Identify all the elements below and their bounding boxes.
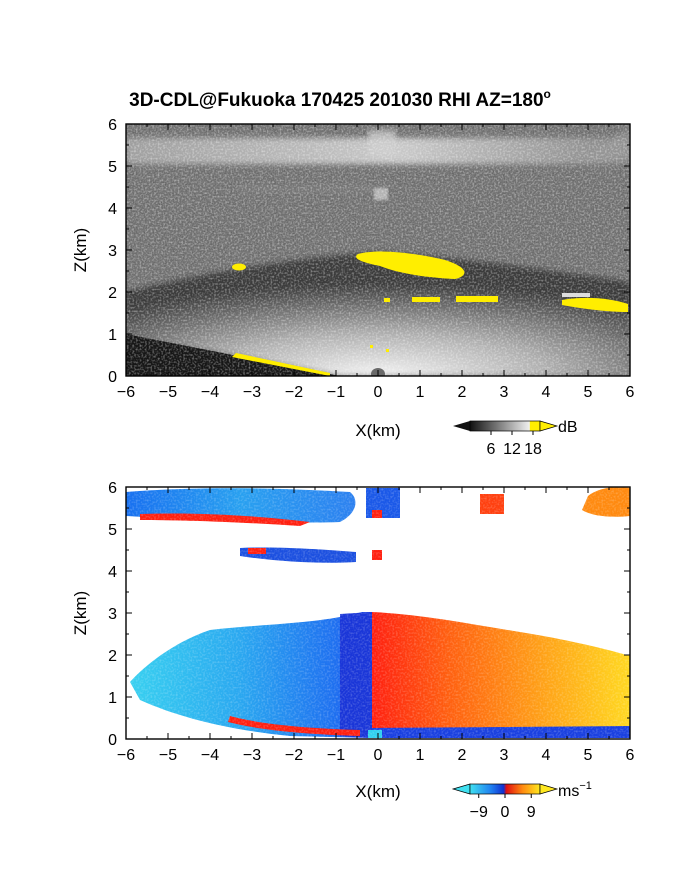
colorbar-unit: ms−1: [558, 780, 592, 800]
colorbar-ticks: −9 0 9: [470, 794, 536, 821]
colorbar-tick-label: 18: [524, 441, 542, 458]
velocity-axes: −6 −5 −4 −3 −2 −1 0 1 2 3 4 5 6 0 1 2 3 4 5 6: [108, 480, 634, 764]
x-axis-label: X(km): [355, 421, 400, 440]
colorbar-tick-label: −9: [470, 804, 488, 821]
y-tick-label: 4: [108, 201, 117, 218]
x-tick-label: 1: [416, 747, 425, 764]
x-tick-label: 0: [374, 384, 383, 401]
x-tick-label: 2: [458, 384, 467, 401]
colorbar-tick-label: 6: [487, 441, 496, 458]
x-tick-label: 6: [626, 384, 635, 401]
y-tick-label: 2: [108, 648, 117, 665]
x-tick-label: 5: [584, 384, 593, 401]
chart-title: 3D-CDL@Fukuoka 170425 201030 RHI AZ=180o: [129, 87, 551, 111]
x-tick-label: −2: [285, 384, 303, 401]
colorbar-tick-label: 0: [501, 804, 510, 821]
reflectivity-highlights: [232, 251, 628, 376]
x-tick-label: −3: [243, 384, 261, 401]
x-tick-label: 4: [542, 747, 551, 764]
x-tick-label: −3: [243, 747, 261, 764]
reflectivity-colorbar: 6 12 18 dB: [453, 419, 578, 458]
title-degree: o: [544, 87, 551, 101]
x-tick-label: −6: [117, 747, 135, 764]
y-tick-label: 1: [108, 690, 117, 707]
x-tick-label: 2: [458, 747, 467, 764]
colorbar-ticks: 6 12 18: [487, 431, 542, 458]
x-tick-label: 3: [500, 384, 509, 401]
velocity-image: [126, 487, 630, 739]
x-tick-label: 6: [626, 747, 635, 764]
y-tick-label: 0: [108, 732, 117, 749]
velocity-panel: −6 −5 −4 −3 −2 −1 0 1 2 3 4 5 6 0 1 2 3 4 5 6 X(km) Z(km) −…: [71, 480, 635, 821]
y-axis-label: Z(km): [71, 228, 90, 272]
velocity-colorbar: −9 0 9 ms−1: [451, 780, 592, 821]
x-tick-label: 5: [584, 747, 593, 764]
y-tick-label: 4: [108, 564, 117, 581]
x-tick-label: −4: [201, 384, 219, 401]
y-tick-label: 6: [108, 480, 117, 497]
y-tick-label: 0: [108, 369, 117, 386]
x-axis-label: X(km): [355, 782, 400, 801]
y-tick-label: 5: [108, 159, 117, 176]
y-tick-label: 2: [108, 285, 117, 302]
x-tick-label: −5: [159, 384, 177, 401]
colorbar-tick-label: 12: [503, 441, 521, 458]
x-tick-label: −5: [159, 747, 177, 764]
x-tick-label: −6: [117, 384, 135, 401]
x-tick-label: 3: [500, 747, 509, 764]
reflectivity-axes: −6 −5 −4 −3 −2 −1 0 1 2 3 4 5 6 0 1 2 3 4 5 6: [108, 117, 634, 401]
y-tick-label: 3: [108, 606, 117, 623]
x-tick-label: −1: [327, 384, 345, 401]
y-tick-label: 5: [108, 522, 117, 539]
x-tick-label: −2: [285, 747, 303, 764]
y-tick-label: 6: [108, 117, 117, 134]
x-tick-label: −4: [201, 747, 219, 764]
y-tick-label: 3: [108, 243, 117, 260]
colorbar-tick-label: 9: [527, 804, 536, 821]
x-tick-label: 0: [374, 747, 383, 764]
colorbar-unit: dB: [558, 419, 578, 436]
y-axis-label: Z(km): [71, 591, 90, 635]
x-tick-label: −1: [327, 747, 345, 764]
colorbar-unit-exponent: −1: [579, 780, 592, 792]
x-tick-label: 1: [416, 384, 425, 401]
x-tick-label: 4: [542, 384, 551, 401]
reflectivity-image: [126, 124, 630, 376]
y-tick-label: 1: [108, 327, 117, 344]
